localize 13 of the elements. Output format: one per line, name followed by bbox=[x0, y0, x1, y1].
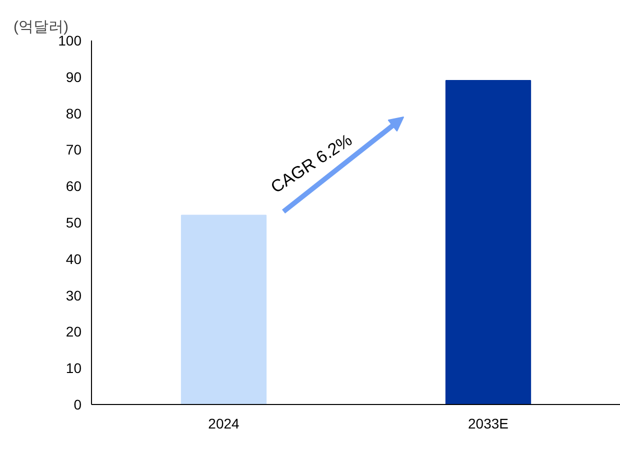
y-tick-label: 80 bbox=[66, 105, 82, 122]
y-tick-label: 20 bbox=[66, 324, 82, 340]
x-tick-label: 2024 bbox=[208, 416, 240, 432]
x-tick-label: 2033E bbox=[468, 416, 508, 432]
y-tick-label: 40 bbox=[66, 250, 82, 267]
y-tick-label: 60 bbox=[66, 178, 82, 194]
y-tick-label: 70 bbox=[66, 142, 82, 158]
y-tick-label: 90 bbox=[66, 68, 82, 85]
y-tick-label: 50 bbox=[66, 214, 82, 230]
y-tick-label: 10 bbox=[66, 360, 82, 376]
y-tick-label: 0 bbox=[74, 396, 82, 412]
y-axis-title: (억달러) bbox=[14, 18, 68, 36]
y-tick-label: 30 bbox=[66, 287, 82, 304]
